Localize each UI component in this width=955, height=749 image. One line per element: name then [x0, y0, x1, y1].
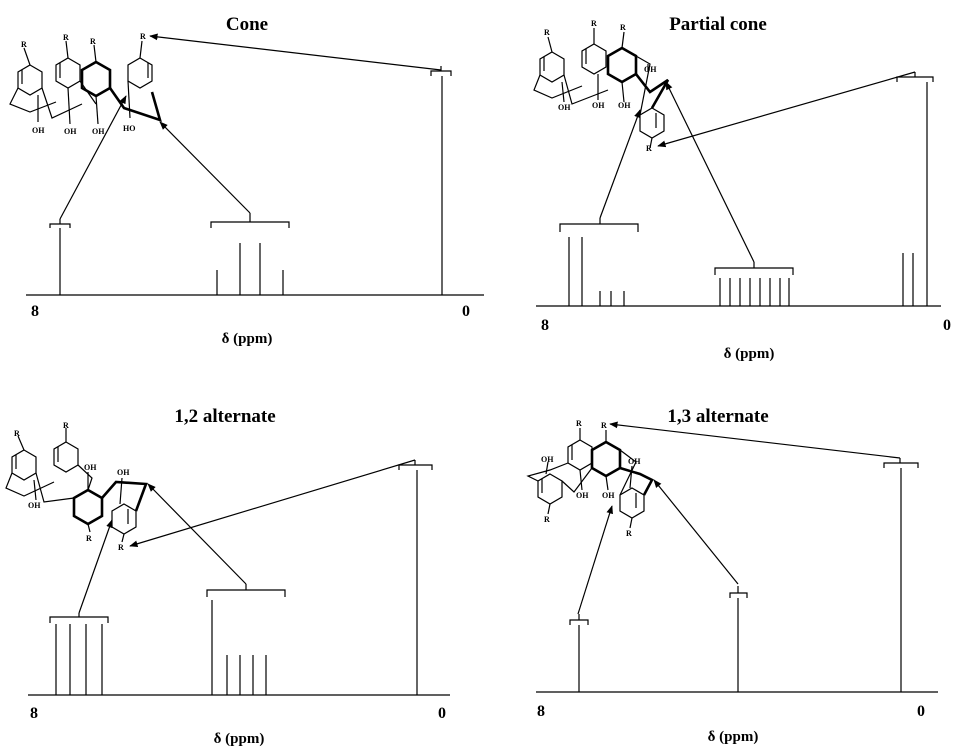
aryl-ring-front	[590, 440, 622, 478]
peak-bracket	[714, 262, 794, 275]
x-start-tick: 8	[537, 703, 545, 720]
aryl-ring-front	[606, 46, 638, 84]
aryl-ring-front-inverted	[72, 488, 104, 526]
assignment-arrow	[149, 33, 442, 71]
x-axis-label: δ (ppm)	[708, 729, 759, 745]
aryl-ring	[581, 43, 607, 75]
peak-bracket	[210, 213, 290, 228]
hydroxyl-label: OH	[628, 457, 641, 466]
x-end-tick: 0	[462, 303, 470, 320]
hydroxyl-label: OH	[618, 101, 631, 110]
nmr-spectrum	[536, 468, 938, 693]
substituent-r-label: R	[620, 23, 626, 32]
nmr-spectrum	[28, 470, 450, 696]
substituent-r-label: R	[576, 419, 582, 428]
assignment-arrow	[59, 95, 127, 220]
nmr-spectrum	[26, 76, 484, 296]
assignment-arrow	[653, 479, 739, 585]
peak-bracket	[559, 218, 639, 232]
panel-cone: Cone	[9, 14, 484, 347]
assignment-arrow	[665, 81, 755, 263]
hydroxyl-label: OH	[576, 491, 589, 500]
peak-bracket	[569, 614, 589, 625]
hydroxyl-label: OH	[92, 127, 105, 136]
conformer-structure: R R R R OH OH OH	[5, 421, 148, 552]
panel-partial-cone: Partial cone R R R R OH O	[533, 14, 951, 362]
substituent-r-label: R	[646, 144, 652, 153]
panel-title: 1,2 alternate	[174, 406, 275, 427]
peak-bracket	[883, 458, 919, 468]
substituent-r-label: R	[601, 421, 607, 430]
assignment-arrow	[657, 71, 916, 148]
assignment-arrow	[599, 109, 641, 219]
substituent-r-label: R	[544, 515, 550, 524]
aryl-ring-inverted	[619, 487, 645, 519]
substituent-r-label: R	[591, 19, 597, 28]
peak-bracket	[896, 72, 934, 82]
peak-bracket	[49, 613, 109, 623]
hydroxyl-label: OH	[117, 468, 130, 477]
peak-bracket	[49, 219, 71, 228]
x-axis-label: δ (ppm)	[222, 331, 273, 347]
assignment-arrow	[159, 121, 251, 214]
hydroxyl-label: OH	[592, 101, 605, 110]
substituent-r-label: R	[86, 534, 92, 543]
substituent-r-label: R	[21, 40, 27, 49]
hydroxyl-label: OH	[64, 127, 77, 136]
assignment-arrow	[147, 483, 247, 585]
assignment-arrow	[577, 505, 613, 615]
x-start-tick: 8	[31, 303, 39, 320]
conformer-structure: R R R R OH OH OH OH	[526, 419, 654, 538]
substituent-r-label: R	[63, 421, 69, 430]
aryl-ring-inverted	[111, 503, 137, 535]
conformer-structure: R R R R OH OH OH OH	[533, 19, 670, 153]
hydroxyl-label: OH	[644, 65, 657, 74]
nmr-spectrum	[536, 82, 941, 307]
hydroxyl-label: OH	[541, 455, 554, 464]
substituent-r-label: R	[626, 529, 632, 538]
x-end-tick: 0	[943, 317, 951, 334]
x-end-tick: 0	[438, 705, 446, 722]
hydroxyl-label: OH	[28, 501, 41, 510]
x-end-tick: 0	[917, 703, 925, 720]
substituent-r-label: R	[14, 429, 20, 438]
assignment-arrow	[129, 459, 416, 548]
hydroxyl-label: OH	[602, 491, 615, 500]
aryl-ring	[11, 449, 37, 481]
panel-1-3-alternate: 1,3 alternate R R R R OH	[526, 406, 938, 745]
assignment-arrow	[78, 519, 113, 614]
panel-1-2-alternate: 1,2 alternate R R R R OH OH	[5, 406, 450, 747]
assignment-arrow	[609, 421, 901, 459]
peak-bracket	[398, 460, 433, 470]
x-axis-label: δ (ppm)	[724, 346, 775, 362]
aryl-ring-inverted	[639, 107, 665, 139]
aryl-ring	[127, 57, 153, 89]
panel-title: Cone	[226, 14, 268, 35]
conformer-structure: R R R R OH OH OH HO	[9, 32, 162, 136]
x-start-tick: 8	[541, 317, 549, 334]
substituent-r-label: R	[63, 33, 69, 42]
x-start-tick: 8	[30, 705, 38, 722]
substituent-r-label: R	[90, 37, 96, 46]
hydroxyl-label: OH	[32, 126, 45, 135]
x-axis-label: δ (ppm)	[214, 731, 265, 747]
aryl-ring	[53, 441, 79, 473]
substituent-r-label: R	[544, 28, 550, 37]
hydroxyl-label: OH	[558, 103, 571, 112]
substituent-r-label: R	[140, 32, 146, 41]
hydroxyl-label: OH	[84, 463, 97, 472]
hydroxyl-label: HO	[123, 124, 135, 133]
peak-bracket	[206, 584, 286, 597]
aryl-ring	[17, 64, 43, 96]
substituent-r-label: R	[118, 543, 124, 552]
peak-bracket	[729, 586, 748, 598]
panel-title: Partial cone	[669, 14, 767, 35]
peak-bracket	[430, 66, 452, 76]
panel-title: 1,3 alternate	[667, 406, 768, 427]
aryl-ring	[539, 51, 565, 83]
